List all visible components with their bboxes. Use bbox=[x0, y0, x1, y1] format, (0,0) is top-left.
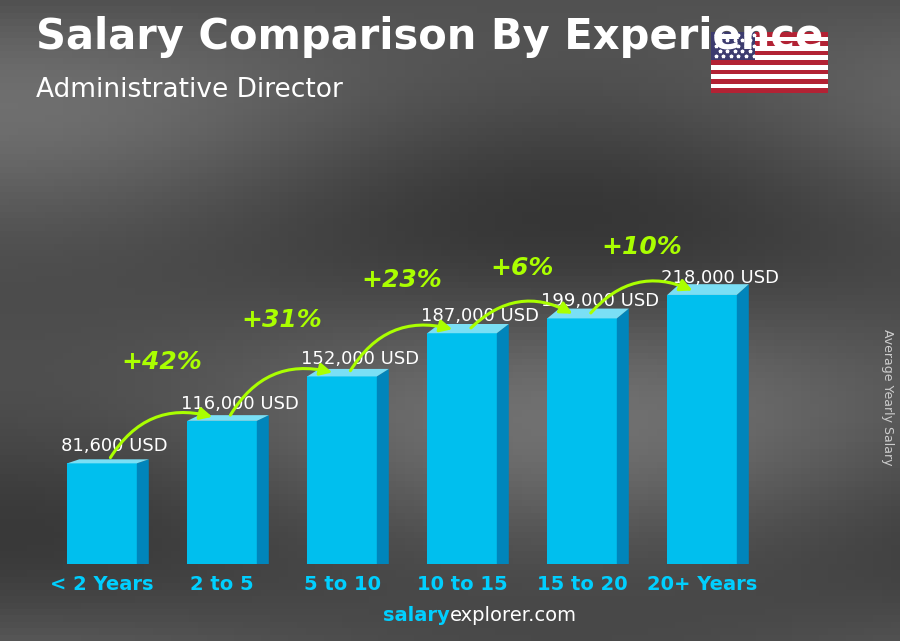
Text: Administrative Director: Administrative Director bbox=[36, 77, 343, 103]
Bar bbox=[711, 51, 828, 56]
Text: Average Yearly Salary: Average Yearly Salary bbox=[881, 329, 894, 465]
Bar bbox=[711, 56, 828, 60]
Bar bbox=[428, 333, 497, 564]
Polygon shape bbox=[667, 284, 749, 295]
Text: +10%: +10% bbox=[601, 235, 682, 259]
Bar bbox=[68, 463, 137, 564]
Text: 199,000 USD: 199,000 USD bbox=[541, 292, 660, 310]
Bar bbox=[307, 376, 377, 564]
Bar bbox=[711, 69, 828, 74]
Polygon shape bbox=[616, 308, 629, 564]
Bar bbox=[711, 65, 828, 69]
Text: +42%: +42% bbox=[122, 350, 202, 374]
Bar bbox=[711, 79, 828, 83]
Bar bbox=[547, 319, 616, 564]
Polygon shape bbox=[377, 369, 389, 564]
Bar bbox=[667, 295, 737, 564]
Bar bbox=[711, 37, 828, 42]
Polygon shape bbox=[137, 460, 148, 564]
Bar bbox=[711, 83, 828, 88]
Bar bbox=[711, 74, 828, 79]
Bar bbox=[711, 46, 828, 51]
Bar bbox=[711, 32, 755, 60]
Text: 81,600 USD: 81,600 USD bbox=[61, 437, 167, 455]
Polygon shape bbox=[68, 460, 148, 463]
Polygon shape bbox=[737, 284, 749, 564]
Text: Salary Comparison By Experience: Salary Comparison By Experience bbox=[36, 16, 824, 58]
Text: +31%: +31% bbox=[241, 308, 322, 333]
Polygon shape bbox=[307, 369, 389, 376]
Polygon shape bbox=[547, 308, 629, 319]
Text: salary: salary bbox=[383, 606, 450, 625]
Text: 187,000 USD: 187,000 USD bbox=[421, 307, 539, 325]
Text: 116,000 USD: 116,000 USD bbox=[181, 395, 299, 413]
Bar bbox=[187, 421, 256, 564]
Polygon shape bbox=[428, 324, 508, 333]
Bar bbox=[711, 42, 828, 46]
Bar bbox=[711, 60, 828, 65]
Text: +6%: +6% bbox=[491, 256, 554, 279]
Polygon shape bbox=[256, 415, 269, 564]
Text: explorer.com: explorer.com bbox=[450, 606, 577, 625]
Bar bbox=[711, 88, 828, 93]
Polygon shape bbox=[187, 415, 269, 421]
Polygon shape bbox=[497, 324, 508, 564]
Bar bbox=[711, 32, 828, 37]
Text: 218,000 USD: 218,000 USD bbox=[662, 269, 779, 287]
Text: +23%: +23% bbox=[362, 268, 443, 292]
Text: 152,000 USD: 152,000 USD bbox=[302, 350, 419, 368]
